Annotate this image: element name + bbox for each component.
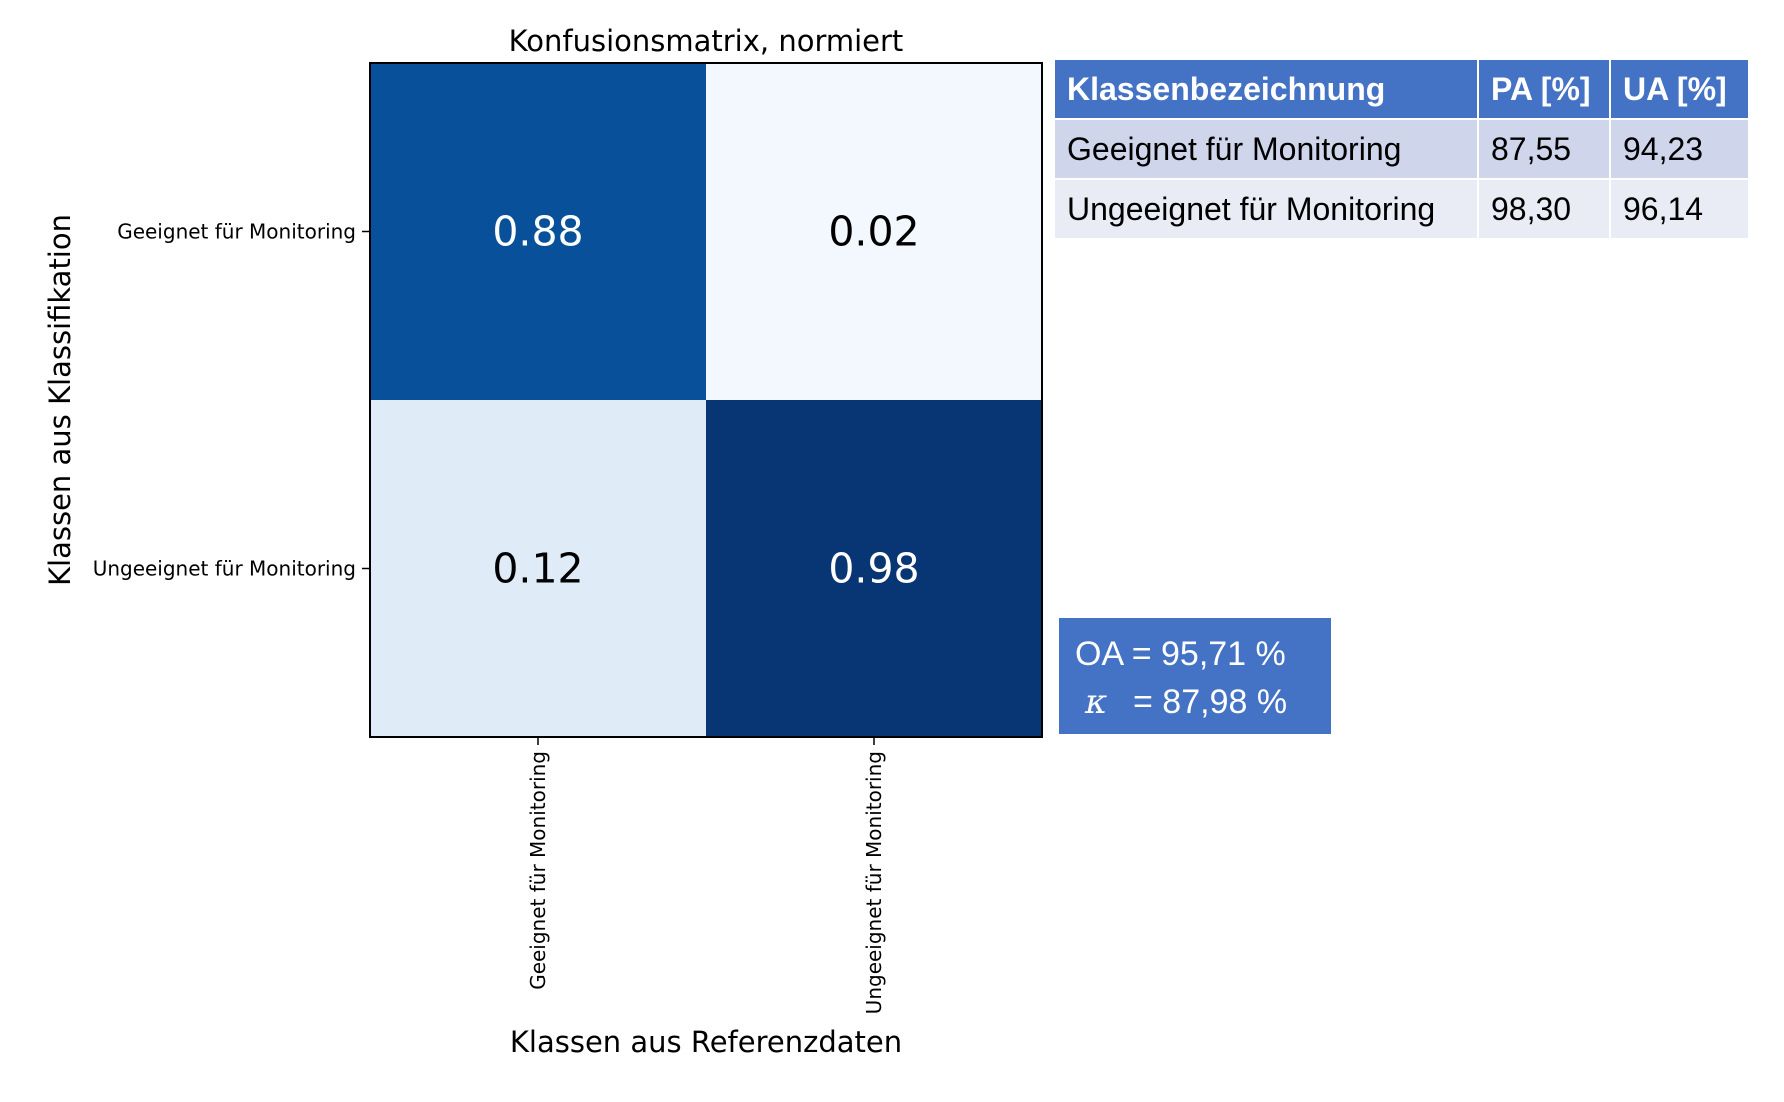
class-name-cell: Ungeeignet für Monitoring xyxy=(1055,180,1479,240)
plot-frame xyxy=(369,62,1043,738)
class-name-cell: Geeignet für Monitoring xyxy=(1055,120,1479,180)
cell-value-label: 0.02 xyxy=(828,208,919,256)
pa-value-cell: 98,30 xyxy=(1479,180,1611,240)
oa-value: = 95,71 % xyxy=(1131,635,1286,673)
x-axis-label: Klassen aus Referenzdaten xyxy=(510,1025,902,1059)
heatmap-cell xyxy=(706,400,1042,737)
kappa-line: κ = 87,98 % xyxy=(1075,678,1331,726)
ua-value-cell: 96,14 xyxy=(1611,180,1750,240)
oa-label: OA xyxy=(1075,635,1123,673)
x-tick-label: Ungeeignet für Monitoring xyxy=(862,751,886,1014)
summary-box: OA = 95,71 % κ = 87,98 % xyxy=(1059,618,1331,734)
pa-value-cell: 87,55 xyxy=(1479,120,1611,180)
heatmap-cell xyxy=(706,63,1042,400)
kappa-value: = 87,98 % xyxy=(1133,683,1288,721)
ua-value-cell: 94,23 xyxy=(1611,120,1750,180)
heatmap-cell xyxy=(370,63,706,400)
column-header-pa: PA [%] xyxy=(1479,60,1611,120)
overall-accuracy-line: OA = 95,71 % xyxy=(1075,630,1331,678)
cell-value-label: 0.12 xyxy=(492,545,583,593)
table-row: Geeignet für Monitoring 87,55 94,23 xyxy=(1055,120,1750,180)
x-tick-label: Geeignet für Monitoring xyxy=(526,751,550,990)
column-header-ua: UA [%] xyxy=(1611,60,1750,120)
cell-value-label: 0.98 xyxy=(828,545,919,593)
table-row: Ungeeignet für Monitoring 98,30 96,14 xyxy=(1055,180,1750,240)
column-header-class: Klassenbezeichnung xyxy=(1055,60,1479,120)
accuracy-table: Klassenbezeichnung PA [%] UA [%] Geeigne… xyxy=(1055,60,1750,240)
table-header-row: Klassenbezeichnung PA [%] UA [%] xyxy=(1055,60,1750,120)
chart-title: Konfusionsmatrix, normiert xyxy=(509,24,904,58)
cell-value-label: 0.88 xyxy=(492,208,583,256)
heatmap-cell xyxy=(370,400,706,737)
kappa-symbol: κ xyxy=(1085,682,1108,722)
y-tick-label: Geeignet für Monitoring xyxy=(117,220,356,244)
y-tick-label: Ungeeignet für Monitoring xyxy=(93,557,356,581)
y-axis-label: Klassen aus Klassifikation xyxy=(43,214,77,586)
